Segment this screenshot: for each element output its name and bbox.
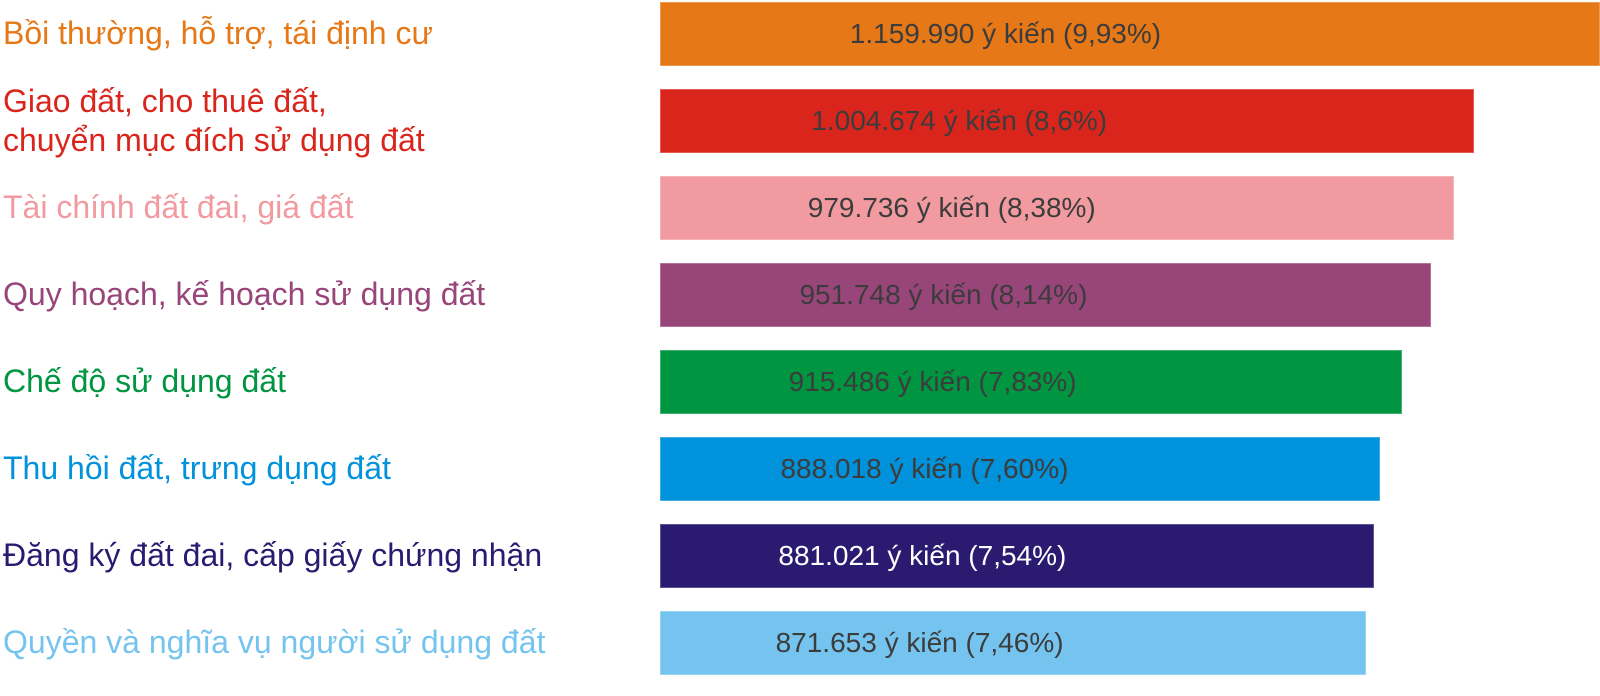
bar: 979.736 ý kiến (8,38%) bbox=[660, 176, 1454, 240]
bar-value-label: 979.736 ý kiến (8,38%) bbox=[807, 192, 1096, 223]
category-label: Chế độ sử dụng đất bbox=[3, 363, 286, 400]
chart-row: Quy hoạch, kế hoạch sử dụng đất 951.748 … bbox=[0, 261, 1600, 348]
bar-value-label: 915.486 ý kiến (7,83%) bbox=[788, 366, 1077, 397]
chart-row: Chế độ sử dụng đất 915.486 ý kiến (7,83%… bbox=[0, 348, 1600, 435]
value-box: 951.748 ý kiến (8,14%) bbox=[660, 263, 1227, 327]
category-label: Thu hồi đất, trưng dụng đất bbox=[3, 450, 391, 487]
bar: 1.159.990 ý kiến (9,93%) bbox=[660, 2, 1600, 66]
chart-row: Tài chính đất đai, giá đất 979.736 ý kiế… bbox=[0, 174, 1600, 261]
value-box: 979.736 ý kiến (8,38%) bbox=[660, 176, 1244, 240]
bar-value-label: 1.004.674 ý kiến (8,6%) bbox=[811, 105, 1108, 136]
bar-track: 1.004.674 ý kiến (8,6%) bbox=[660, 89, 1600, 153]
category-label: Quyền và nghĩa vụ người sử dụng đất bbox=[3, 624, 546, 661]
category-label: Tài chính đất đai, giá đất bbox=[3, 189, 354, 226]
category-label: Đăng ký đất đai, cấp giấy chứng nhận bbox=[3, 537, 543, 574]
bar: 951.748 ý kiến (8,14%) bbox=[660, 263, 1432, 327]
bar: 888.018 ý kiến (7,60%) bbox=[660, 437, 1380, 501]
horizontal-bar-chart: Bồi thường, hỗ trợ, tái định cư 1.159.99… bbox=[0, 0, 1600, 675]
value-box: 888.018 ý kiến (7,60%) bbox=[660, 437, 1189, 501]
bar-value-label: 871.653 ý kiến (7,46%) bbox=[775, 627, 1064, 658]
chart-row: Quyền và nghĩa vụ người sử dụng đất 871.… bbox=[0, 609, 1600, 696]
bar-track: 1.159.990 ý kiến (9,93%) bbox=[660, 2, 1600, 66]
bar-value-label: 951.748 ý kiến (8,14%) bbox=[799, 279, 1088, 310]
chart-row: Thu hồi đất, trưng dụng đất 888.018 ý ki… bbox=[0, 435, 1600, 522]
value-box: 1.159.990 ý kiến (9,93%) bbox=[660, 2, 1351, 66]
category-label: Bồi thường, hỗ trợ, tái định cư bbox=[3, 15, 433, 52]
bar-track: 951.748 ý kiến (8,14%) bbox=[660, 263, 1600, 327]
bar-value-label: 881.021 ý kiến (7,54%) bbox=[778, 540, 1067, 571]
bar: 881.021 ý kiến (7,54%) bbox=[660, 524, 1374, 588]
chart-row: Đăng ký đất đai, cấp giấy chứng nhận 881… bbox=[0, 522, 1600, 609]
bar-track: 881.021 ý kiến (7,54%) bbox=[660, 524, 1600, 588]
bar-track: 871.653 ý kiến (7,46%) bbox=[660, 611, 1600, 675]
category-label: Quy hoạch, kế hoạch sử dụng đất bbox=[3, 276, 486, 313]
chart-row: Bồi thường, hỗ trợ, tái định cư 1.159.99… bbox=[0, 0, 1600, 87]
bar: 1.004.674 ý kiến (8,6%) bbox=[660, 89, 1475, 153]
value-box: 871.653 ý kiến (7,46%) bbox=[660, 611, 1179, 675]
bar-value-label: 1.159.990 ý kiến (9,93%) bbox=[849, 18, 1162, 49]
bar-track: 888.018 ý kiến (7,60%) bbox=[660, 437, 1600, 501]
value-box: 881.021 ý kiến (7,54%) bbox=[660, 524, 1185, 588]
bar-track: 979.736 ý kiến (8,38%) bbox=[660, 176, 1600, 240]
value-box: 915.486 ý kiến (7,83%) bbox=[660, 350, 1205, 414]
bar: 915.486 ý kiến (7,83%) bbox=[660, 350, 1402, 414]
bar-track: 915.486 ý kiến (7,83%) bbox=[660, 350, 1600, 414]
category-label: Giao đất, cho thuê đất, chuyển mục đích … bbox=[3, 82, 425, 158]
bar-value-label: 888.018 ý kiến (7,60%) bbox=[780, 453, 1069, 484]
value-box: 1.004.674 ý kiến (8,6%) bbox=[660, 89, 1258, 153]
chart-row: Giao đất, cho thuê đất, chuyển mục đích … bbox=[0, 82, 1600, 174]
bar: 871.653 ý kiến (7,46%) bbox=[660, 611, 1367, 675]
